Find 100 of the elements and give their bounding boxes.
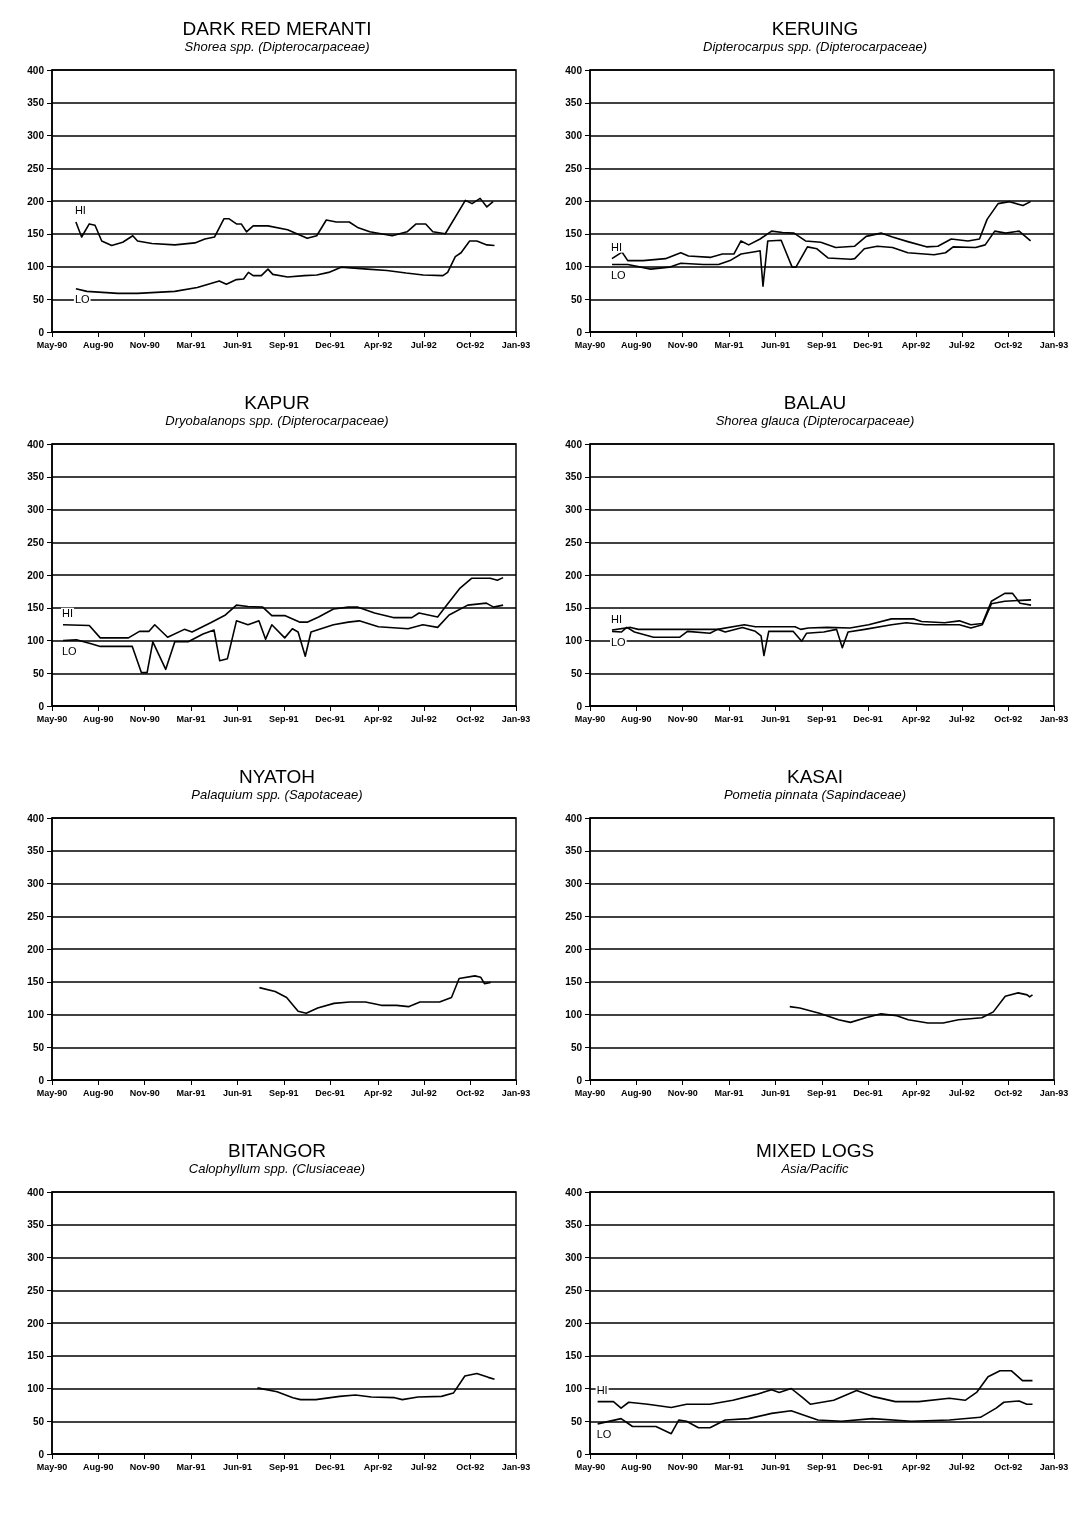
x-tick-label: Jan-93 xyxy=(501,713,531,724)
x-tick-label: Jun-91 xyxy=(222,1087,252,1098)
x-tick-label: Aug-90 xyxy=(83,1087,114,1098)
x-tick-label: Aug-90 xyxy=(621,713,652,724)
y-tick-label: 200 xyxy=(27,195,45,207)
x-tick-label: Jul-92 xyxy=(410,1461,437,1472)
x-tick-label: Jan-93 xyxy=(1039,339,1069,350)
x-tick-label: Jun-91 xyxy=(760,1461,790,1472)
x-tick-label: Oct-92 xyxy=(456,1461,485,1472)
y-tick-label: 250 xyxy=(565,162,583,174)
y-tick-label: 50 xyxy=(570,293,583,305)
x-tick-label: Sep-91 xyxy=(269,1461,299,1472)
y-tick-label: 0 xyxy=(576,326,583,338)
y-tick-label: 200 xyxy=(27,943,45,955)
y-tick-label: 250 xyxy=(565,910,583,922)
y-tick-label: 0 xyxy=(576,1074,583,1086)
y-tick-label: 50 xyxy=(32,1041,45,1053)
x-tick-label: Dec-91 xyxy=(853,1087,883,1098)
y-tick-label: 300 xyxy=(565,130,583,141)
x-tick-label: Nov-90 xyxy=(667,1087,698,1098)
x-tick-label: Jun-91 xyxy=(760,339,790,350)
x-tick-label: Apr-92 xyxy=(363,1087,393,1098)
chart-subtitle: Pometia pinnata (Sapindaceae) xyxy=(723,787,907,802)
chart-title: KERUING xyxy=(771,18,859,39)
x-tick-label: Nov-90 xyxy=(129,1461,160,1472)
x-tick-label: Apr-92 xyxy=(901,1087,931,1098)
y-tick-label: 0 xyxy=(38,1074,45,1086)
x-tick-label: Oct-92 xyxy=(456,713,485,724)
x-tick-label: Sep-91 xyxy=(807,339,837,350)
x-tick-label: Oct-92 xyxy=(994,1087,1023,1098)
x-tick-label: Apr-92 xyxy=(363,1461,393,1472)
y-tick-label: 50 xyxy=(32,667,45,679)
y-tick-label: 250 xyxy=(27,1284,45,1296)
y-tick-label: 300 xyxy=(27,1252,45,1263)
x-tick-label: Dec-91 xyxy=(853,713,883,724)
x-tick-label: Nov-90 xyxy=(667,713,698,724)
y-tick-label: 350 xyxy=(565,1219,583,1231)
series-label: HI xyxy=(61,607,73,620)
y-tick-label: 400 xyxy=(27,64,45,76)
x-tick-label: Jul-92 xyxy=(948,713,975,724)
y-tick-label: 150 xyxy=(27,1350,45,1362)
chart-title: NYATOH xyxy=(238,766,316,787)
x-tick-label: Dec-91 xyxy=(315,1087,345,1098)
x-tick-label: Jan-93 xyxy=(501,1087,531,1098)
y-tick-label: 350 xyxy=(27,1219,45,1231)
y-tick-label: 150 xyxy=(565,228,583,240)
x-tick-label: Mar-91 xyxy=(714,1087,744,1098)
y-tick-label: 150 xyxy=(27,228,45,240)
chart-subtitle: Dipterocarpus spp. (Dipterocarpaceae) xyxy=(703,39,927,54)
y-tick-label: 50 xyxy=(570,1415,583,1427)
y-tick-label: 400 xyxy=(27,1186,45,1198)
x-tick-label: Aug-90 xyxy=(83,713,114,724)
x-tick-label: Oct-92 xyxy=(456,1087,485,1098)
x-tick-label: Mar-91 xyxy=(176,1461,206,1472)
y-tick-label: 200 xyxy=(565,1317,583,1329)
x-tick-label: May-90 xyxy=(36,1087,68,1098)
x-tick-label: Oct-92 xyxy=(994,339,1023,350)
y-tick-label: 250 xyxy=(27,536,45,548)
x-tick-label: Nov-90 xyxy=(667,1461,698,1472)
x-tick-label: Aug-90 xyxy=(621,1087,652,1098)
chart-title: KAPUR xyxy=(244,392,310,413)
x-tick-label: May-90 xyxy=(36,1461,68,1472)
y-tick-label: 300 xyxy=(565,1252,583,1263)
x-tick-label: Apr-92 xyxy=(901,1461,931,1472)
y-tick-label: 250 xyxy=(27,162,45,174)
x-tick-label: Aug-90 xyxy=(621,1461,652,1472)
x-tick-label: Jan-93 xyxy=(1039,1461,1069,1472)
x-tick-label: Dec-91 xyxy=(315,339,345,350)
x-tick-label: Aug-90 xyxy=(83,339,114,350)
y-tick-label: 100 xyxy=(27,261,45,272)
x-tick-label: May-90 xyxy=(574,1461,606,1472)
x-tick-label: Oct-92 xyxy=(994,1461,1023,1472)
series-label: LO xyxy=(61,645,78,657)
y-tick-label: 350 xyxy=(27,845,45,857)
chart-subtitle: Asia/Pacific xyxy=(780,1161,850,1176)
y-tick-label: 50 xyxy=(32,1415,45,1427)
x-tick-label: Jun-91 xyxy=(222,713,252,724)
y-tick-label: 350 xyxy=(565,845,583,857)
chart-title: BITANGOR xyxy=(228,1140,326,1161)
series-label: HI xyxy=(610,612,622,625)
x-tick-label: Jun-91 xyxy=(222,1461,252,1472)
y-tick-label: 0 xyxy=(576,1448,583,1460)
x-tick-label: Sep-91 xyxy=(807,1087,837,1098)
y-tick-label: 250 xyxy=(565,536,583,548)
x-tick-label: Sep-91 xyxy=(269,339,299,350)
x-tick-label: Mar-91 xyxy=(176,713,206,724)
x-tick-label: Mar-91 xyxy=(176,339,206,350)
x-tick-label: Dec-91 xyxy=(315,713,345,724)
x-tick-label: Mar-91 xyxy=(714,713,744,724)
y-tick-label: 200 xyxy=(565,195,583,207)
y-tick-label: 250 xyxy=(27,910,45,922)
series-label: HI xyxy=(74,204,86,217)
x-tick-label: Apr-92 xyxy=(901,339,931,350)
y-tick-label: 200 xyxy=(565,569,583,581)
y-tick-label: 100 xyxy=(27,635,45,646)
y-tick-label: 200 xyxy=(27,569,45,581)
x-tick-label: Sep-91 xyxy=(269,1087,299,1098)
x-tick-label: Nov-90 xyxy=(667,339,698,350)
y-tick-label: 100 xyxy=(27,1383,45,1394)
chart-subtitle: Shorea glauca (Dipterocarpaceae) xyxy=(715,413,915,428)
